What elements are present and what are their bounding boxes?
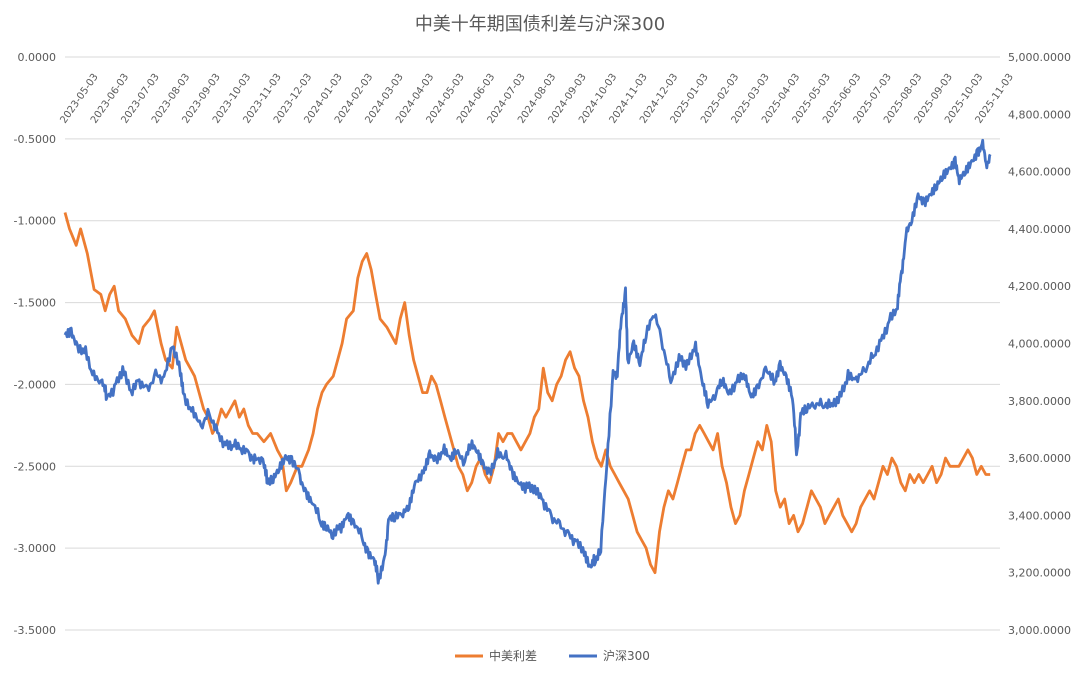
right-tick-label: 5,000.0000 <box>1008 51 1071 64</box>
right-tick-label: 4,200.0000 <box>1008 280 1071 293</box>
series-layer <box>63 138 992 585</box>
grid <box>65 56 1000 631</box>
legend-label: 中美利差 <box>489 648 537 663</box>
right-tick-label: 4,000.0000 <box>1008 338 1071 351</box>
series-line-spread <box>63 212 991 575</box>
right-tick-label: 4,400.0000 <box>1008 223 1071 236</box>
chart-title: 中美十年期国债利差与沪深300 <box>415 14 665 35</box>
right-axis: 5,000.0000 4,800.0000 4,600.0000 4,400.0000… <box>1008 51 1071 637</box>
left-tick-label: -3.0000 <box>14 542 56 555</box>
left-tick-label: -1.0000 <box>14 215 56 228</box>
left-tick-label: -0.5000 <box>14 133 56 146</box>
left-tick-label: -1.5000 <box>14 297 56 310</box>
series-line-hs300 <box>63 138 992 585</box>
right-tick-label: 3,600.0000 <box>1008 452 1071 465</box>
left-axis: 0.0000 -0.5000 -1.0000 -1.5000 -2.0000 -2.500… <box>14 51 56 637</box>
x-axis: 2023-05-032023-06-032023-07-032023-08-03… <box>58 72 1016 126</box>
right-tick-label: 3,400.0000 <box>1008 509 1071 522</box>
left-tick-label: -3.5000 <box>14 624 56 637</box>
legend: 中美利差 沪深300 <box>455 648 650 663</box>
left-tick-label: 0.0000 <box>18 51 57 64</box>
left-tick-label: -2.0000 <box>14 378 56 391</box>
right-tick-label: 4,800.0000 <box>1008 108 1071 121</box>
right-tick-label: 3,800.0000 <box>1008 395 1071 408</box>
right-tick-label: 3,000.0000 <box>1008 624 1071 637</box>
left-tick-label: -2.5000 <box>14 460 56 473</box>
right-tick-label: 3,200.0000 <box>1008 567 1071 580</box>
legend-label: 沪深300 <box>603 649 650 663</box>
right-tick-label: 4,600.0000 <box>1008 166 1071 179</box>
